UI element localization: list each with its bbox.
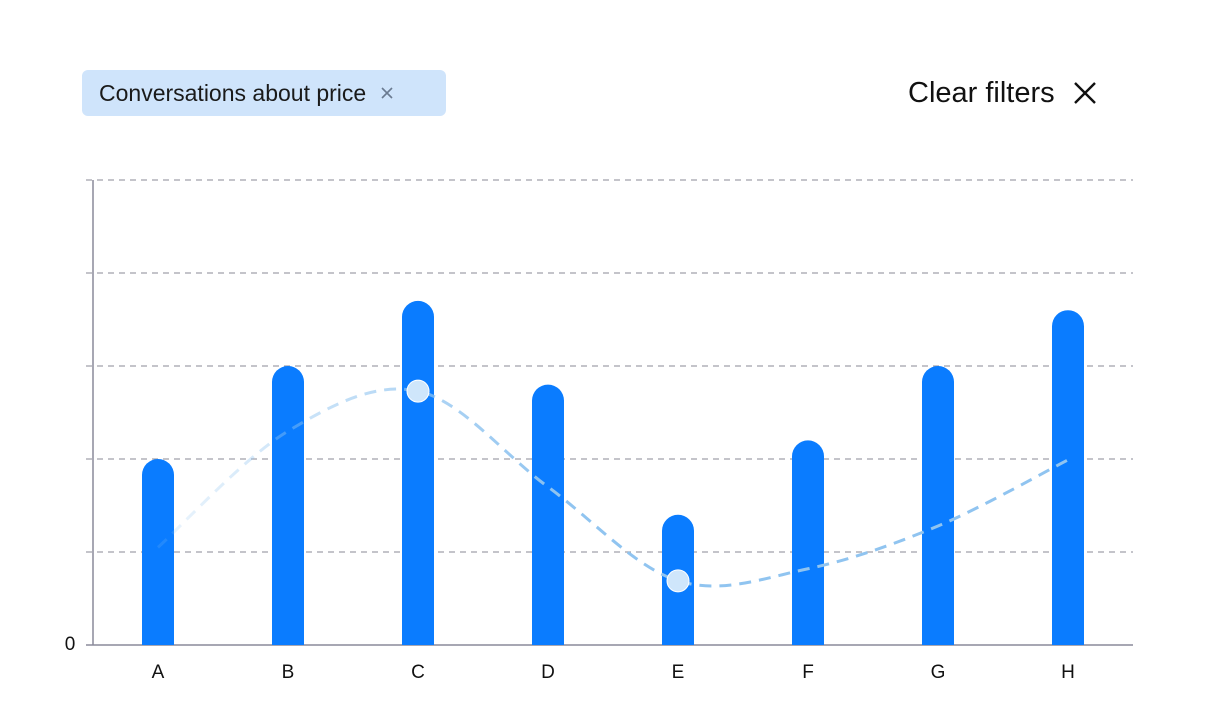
- clear-icon[interactable]: [1073, 81, 1097, 105]
- x-tick-label: D: [541, 662, 555, 683]
- x-tick-label: B: [282, 662, 295, 683]
- bar: [792, 440, 824, 645]
- bar: [402, 300, 434, 645]
- filter-chip-label: Conversations about price: [99, 79, 367, 106]
- x-tick-label: F: [802, 662, 814, 683]
- x-tick-label: A: [152, 662, 165, 683]
- bar: [142, 459, 174, 645]
- bar: [922, 366, 954, 645]
- trend-point: [666, 569, 690, 593]
- x-tick-label: G: [931, 662, 946, 683]
- trend-point: [406, 379, 430, 403]
- bar: [532, 384, 564, 645]
- trend-line: [156, 387, 1069, 588]
- clear-filters[interactable]: Clear filters: [908, 72, 1097, 114]
- filter-chip[interactable]: Conversations about price: [82, 70, 446, 116]
- chip-close-icon[interactable]: [380, 86, 394, 100]
- x-tick-label: E: [672, 662, 685, 683]
- y-tick-label: 0: [65, 634, 76, 655]
- x-tick-label: H: [1061, 662, 1075, 683]
- x-tick-label: C: [411, 662, 425, 683]
- bar: [272, 366, 304, 645]
- clear-filters-label: Clear filters: [908, 76, 1055, 109]
- bar: [1052, 310, 1084, 645]
